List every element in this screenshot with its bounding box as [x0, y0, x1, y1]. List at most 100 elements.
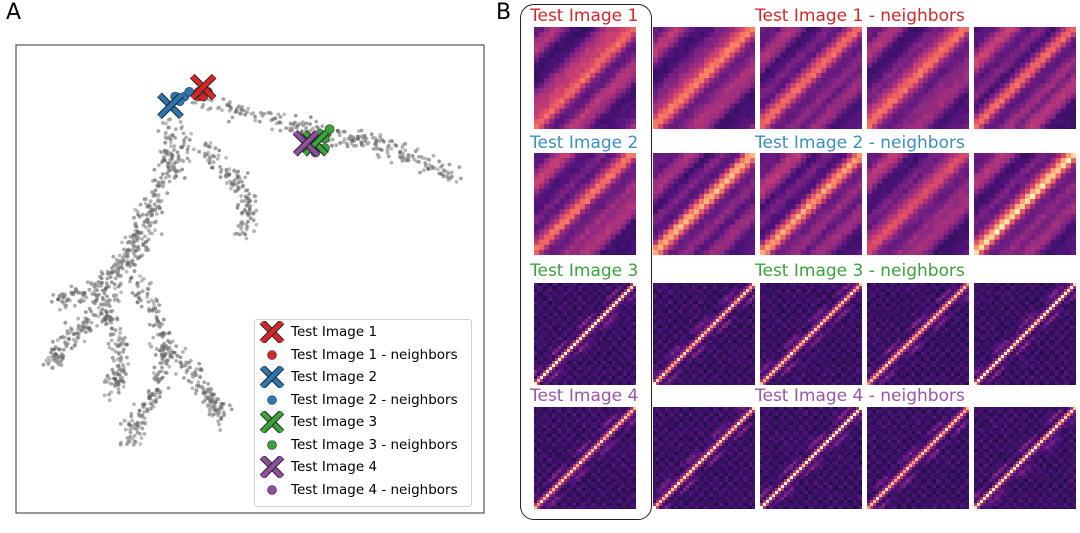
background-point	[156, 204, 161, 209]
background-point	[211, 165, 215, 170]
background-point	[108, 275, 113, 280]
background-point	[334, 143, 339, 148]
background-point	[121, 347, 126, 352]
background-point	[151, 404, 156, 409]
background-point	[112, 298, 117, 302]
background-point	[427, 157, 431, 162]
background-point	[109, 338, 114, 343]
background-point	[84, 330, 88, 334]
background-point	[126, 240, 131, 244]
background-point	[131, 442, 136, 447]
background-point	[240, 230, 245, 235]
background-point	[184, 135, 189, 140]
background-point	[144, 248, 148, 253]
background-point	[63, 320, 68, 325]
background-point	[208, 155, 212, 160]
background-point	[212, 404, 217, 409]
background-point	[194, 388, 199, 393]
background-point	[132, 423, 136, 427]
background-point	[96, 305, 101, 310]
background-point	[246, 213, 251, 218]
background-point	[110, 347, 115, 352]
background-point	[373, 136, 377, 141]
background-point	[137, 413, 142, 418]
background-point	[113, 342, 118, 346]
background-point	[279, 121, 283, 125]
background-point	[122, 418, 127, 423]
background-point	[138, 442, 143, 446]
background-point	[114, 257, 119, 262]
background-point	[252, 229, 256, 234]
background-point	[188, 358, 193, 363]
background-point	[140, 413, 145, 417]
background-point	[113, 328, 118, 333]
background-point	[364, 136, 369, 141]
background-point	[62, 294, 67, 299]
background-point	[49, 347, 54, 352]
background-point	[156, 319, 161, 324]
background-point	[153, 188, 158, 193]
background-point	[69, 284, 74, 289]
background-point	[398, 155, 402, 160]
background-point	[116, 338, 121, 343]
background-point	[218, 175, 223, 180]
background-point	[147, 322, 152, 327]
background-point	[216, 153, 221, 158]
background-point	[403, 148, 408, 153]
background-point	[205, 388, 209, 393]
background-point	[148, 231, 152, 235]
background-point	[401, 151, 405, 156]
background-point	[81, 321, 86, 325]
background-point	[166, 135, 171, 140]
background-point	[454, 180, 459, 184]
background-point	[240, 184, 245, 189]
legend-label: Test Image 4	[291, 459, 378, 475]
legend-entry: Test Image 4 - neighbors	[255, 479, 458, 501]
background-point	[165, 191, 170, 196]
background-point	[349, 141, 354, 146]
x-marker	[302, 129, 329, 157]
x-marker	[259, 321, 285, 343]
background-point	[112, 372, 117, 376]
background-point	[139, 436, 144, 440]
background-point	[91, 300, 95, 304]
background-point	[157, 303, 162, 307]
background-point	[293, 113, 298, 118]
background-point	[208, 386, 213, 391]
background-point	[233, 189, 238, 194]
scatter-legend: Test Image 1 Test Image 1 - neighbors Test…	[254, 319, 472, 507]
background-point	[117, 335, 122, 340]
background-point	[153, 400, 158, 404]
background-point	[291, 122, 296, 126]
background-point	[236, 224, 241, 228]
background-point	[89, 282, 94, 287]
background-point	[99, 269, 104, 274]
background-point	[131, 426, 135, 431]
panel-a-letter: A	[6, 0, 22, 25]
background-point	[95, 288, 99, 292]
background-point	[182, 376, 186, 380]
background-point	[136, 256, 140, 261]
background-point	[168, 158, 172, 162]
background-point	[151, 178, 155, 183]
background-point	[199, 384, 204, 389]
background-point	[398, 150, 402, 155]
background-point	[132, 439, 137, 444]
background-point	[217, 422, 222, 427]
neighbor-heatmap	[974, 283, 1076, 385]
background-point	[102, 393, 107, 398]
background-point	[47, 359, 52, 363]
background-point	[116, 273, 121, 278]
background-point	[118, 359, 123, 364]
background-point	[265, 111, 270, 115]
background-point	[141, 223, 146, 228]
background-point	[245, 188, 250, 193]
background-point	[149, 406, 153, 411]
background-point	[229, 186, 233, 191]
background-point	[226, 119, 231, 124]
background-point	[135, 283, 140, 288]
background-point	[122, 342, 127, 347]
background-point	[236, 186, 241, 191]
background-point	[254, 222, 259, 227]
background-point	[208, 145, 212, 149]
